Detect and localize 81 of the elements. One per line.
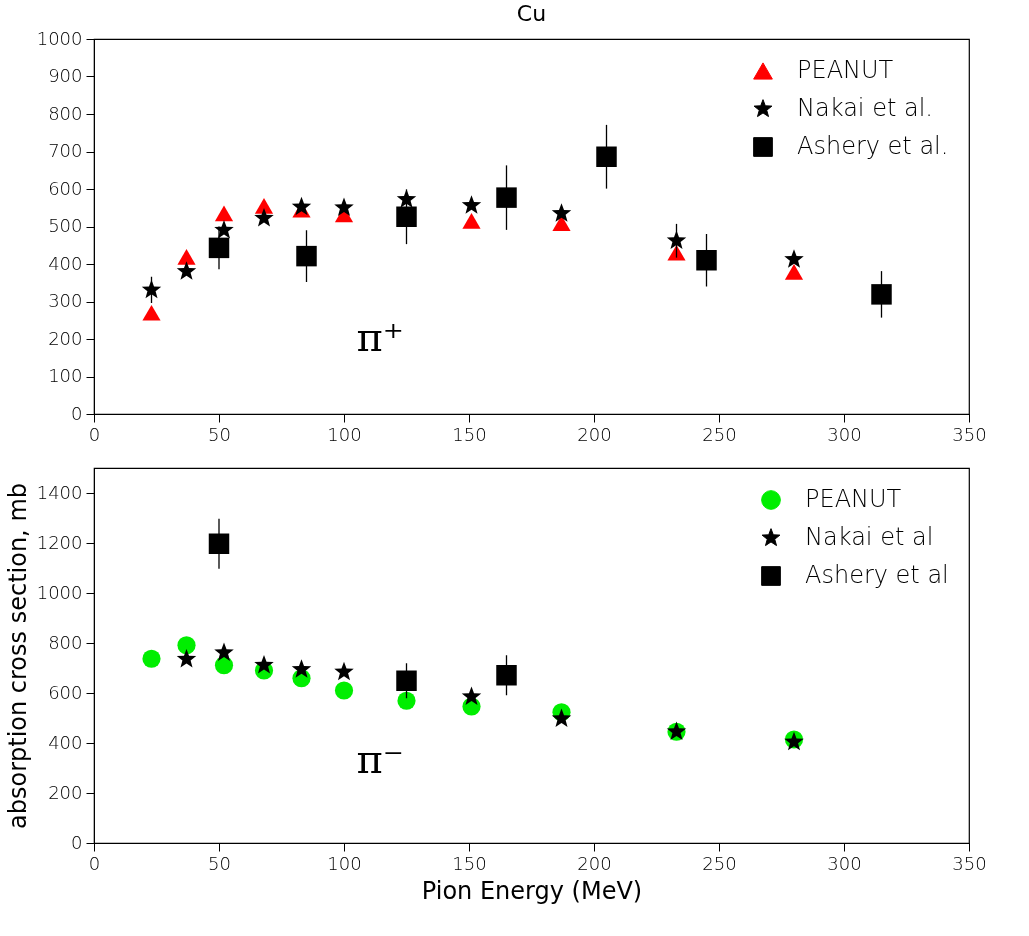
x-tick-label: 0 [88,852,101,874]
x-tick-label: 200 [577,852,612,874]
legend-label: Nakai et al. [797,94,933,122]
y-tick-label: 400 [48,731,83,753]
point [334,661,354,681]
x-tick-label: 150 [452,423,487,445]
x-tick-label: 350 [952,423,987,445]
point [496,665,517,686]
x-tick-label: 50 [208,423,231,445]
y-tick-label: 300 [48,290,83,311]
point [176,649,197,668]
x-tick-label: 0 [88,423,101,445]
x-tick-label: 50 [208,852,231,874]
legend-label: PEANUT [805,485,902,513]
y-tick-label: 0 [71,402,83,424]
y-tick-label: 500 [48,215,83,236]
point [551,708,572,728]
point [296,245,317,267]
y-tick-label: 600 [48,681,83,703]
y-tick-label: 700 [48,140,83,161]
point [254,655,274,674]
y-tick-label: 800 [48,631,83,653]
y-tick-label: 1400 [36,481,83,503]
point [214,205,234,222]
legend-label: Ashery et al [805,561,949,589]
point [142,304,161,321]
point [176,261,197,280]
x-tick-label: 100 [327,852,362,874]
point [461,686,482,706]
point [396,206,417,227]
y-tick-label: 1200 [36,531,83,553]
point [291,196,312,216]
legend-label: PEANUT [797,56,894,84]
y-tick-label: 800 [48,102,83,124]
x-tick-label: 300 [827,852,862,874]
y-tick-label: 1000 [36,581,83,603]
y-axis-title: absorption cross section, mb [3,483,32,829]
point [667,244,686,261]
annotation: π⁻ [356,735,404,782]
x-tick-label: 250 [702,852,737,874]
x-tick-label: 150 [452,852,487,874]
y-tick-label: 400 [48,252,83,274]
point [496,187,517,208]
point [784,249,804,268]
x-tick-label: 350 [952,852,987,874]
point [334,197,354,217]
point [784,264,804,280]
point [462,213,481,229]
point [396,670,417,691]
x-tick-label: 250 [702,423,737,445]
point [291,659,312,678]
point [214,656,234,675]
point [214,642,234,662]
x-tick-label: 300 [827,423,862,445]
point [596,146,617,167]
point [177,636,196,655]
y-tick-label: 1000 [36,27,83,49]
x-axis-title: Pion Energy (MeV) [421,876,643,905]
legend-label: Ashery et al. [797,132,949,160]
legend-label: Nakai et al [805,523,934,551]
y-tick-label: 200 [48,781,83,803]
y-tick-label: 0 [71,831,83,853]
y-tick-label: 900 [48,65,83,86]
y-tick-label: 100 [48,365,83,386]
point [551,203,572,222]
point [666,230,687,250]
point [177,249,196,265]
x-tick-label: 200 [577,423,612,445]
chart-title: Cu [516,1,547,26]
point [461,195,482,214]
point [871,284,892,305]
point [254,208,274,227]
point [142,649,161,668]
y-tick-label: 600 [48,177,83,199]
point [397,691,416,710]
point [696,250,717,271]
x-tick-label: 100 [327,423,362,445]
y-tick-label: 200 [48,327,83,349]
annotation: π⁺ [356,314,404,360]
point [552,215,571,231]
point [334,681,354,700]
